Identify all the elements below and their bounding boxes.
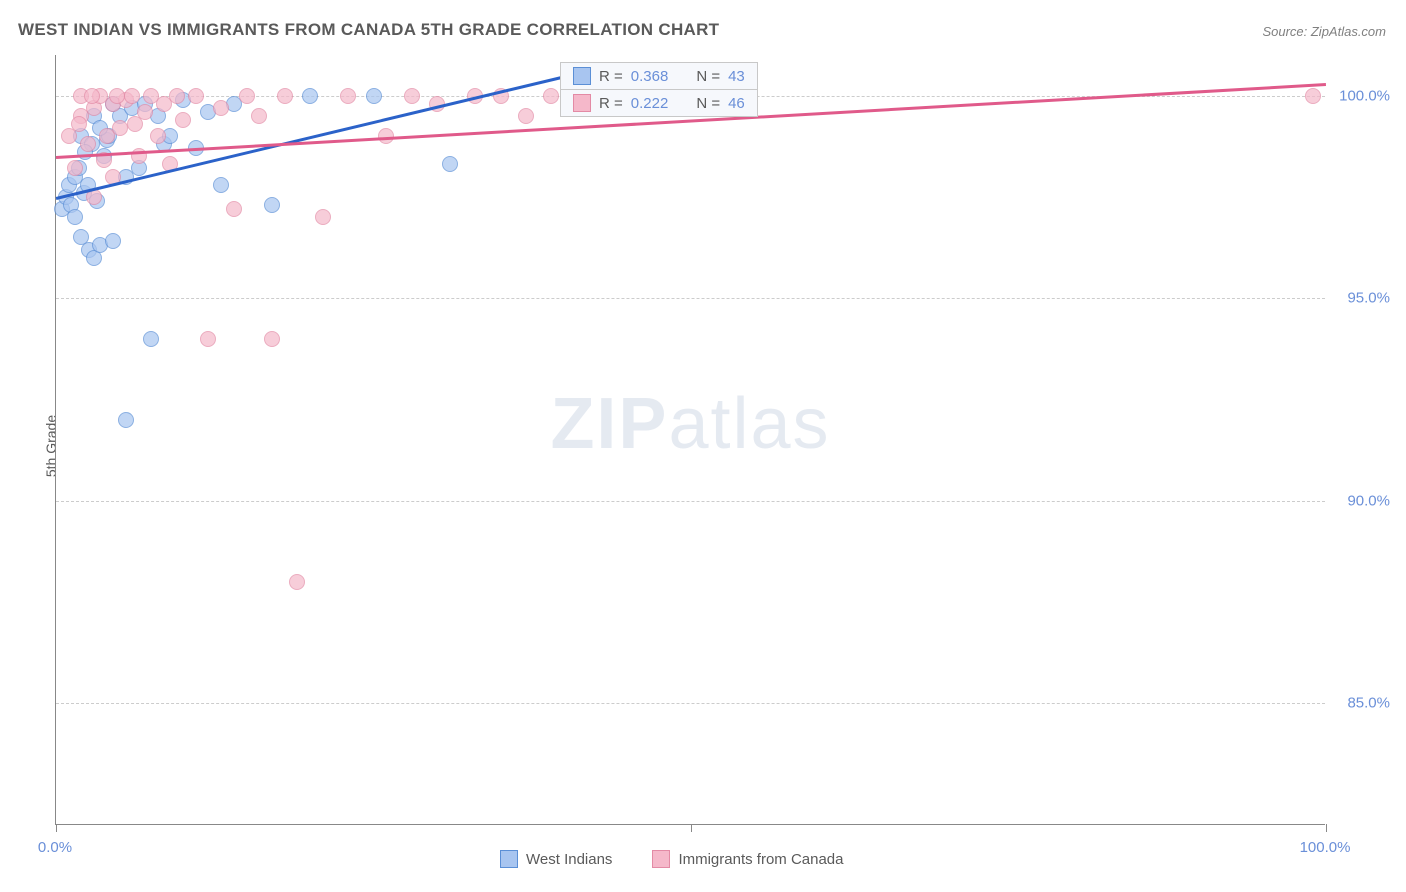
data-point	[109, 88, 125, 104]
source-name: ZipAtlas.com	[1311, 24, 1386, 39]
data-point	[226, 201, 242, 217]
series-swatch	[573, 94, 591, 112]
data-point	[277, 88, 293, 104]
plot-area: ZIPatlas	[55, 55, 1325, 825]
n-value: 46	[728, 95, 745, 112]
y-tick-label: 95.0%	[1347, 290, 1390, 307]
data-point	[84, 88, 100, 104]
n-value: 43	[728, 68, 745, 85]
chart-title: WEST INDIAN VS IMMIGRANTS FROM CANADA 5T…	[18, 20, 719, 40]
x-tick	[56, 824, 57, 832]
data-point	[175, 112, 191, 128]
legend-item: Immigrants from Canada	[652, 850, 843, 868]
r-label: R =	[599, 95, 623, 112]
data-point	[169, 88, 185, 104]
x-tick	[691, 824, 692, 832]
data-point	[71, 116, 87, 132]
legend-swatch	[500, 850, 518, 868]
stats-row: R = 0.222 N = 46	[561, 90, 757, 116]
gridline-h	[56, 703, 1325, 704]
data-point	[118, 412, 134, 428]
data-point	[127, 116, 143, 132]
legend-label: Immigrants from Canada	[678, 851, 843, 868]
watermark-zip: ZIP	[550, 384, 668, 464]
data-point	[264, 197, 280, 213]
r-value: 0.222	[631, 95, 669, 112]
data-point	[264, 331, 280, 347]
r-value: 0.368	[631, 68, 669, 85]
data-point	[67, 209, 83, 225]
data-point	[150, 128, 166, 144]
data-point	[315, 209, 331, 225]
data-point	[188, 88, 204, 104]
data-point	[112, 120, 128, 136]
legend-item: West Indians	[500, 850, 612, 868]
watermark: ZIPatlas	[550, 383, 830, 465]
y-tick-label: 100.0%	[1339, 87, 1390, 104]
legend-label: West Indians	[526, 851, 612, 868]
gridline-h	[56, 501, 1325, 502]
x-tick-label: 0.0%	[38, 839, 72, 856]
data-point	[251, 108, 267, 124]
data-point	[105, 233, 121, 249]
data-point	[143, 331, 159, 347]
gridline-h	[56, 298, 1325, 299]
data-point	[200, 331, 216, 347]
data-point	[518, 108, 534, 124]
data-point	[67, 160, 83, 176]
y-tick-label: 85.0%	[1347, 695, 1390, 712]
data-point	[289, 574, 305, 590]
stats-row: R = 0.368 N = 43	[561, 63, 757, 90]
watermark-atlas: atlas	[668, 384, 830, 464]
r-label: R =	[599, 68, 623, 85]
data-point	[239, 88, 255, 104]
data-point	[80, 136, 96, 152]
data-point	[213, 100, 229, 116]
source-prefix: Source:	[1262, 24, 1310, 39]
data-point	[124, 88, 140, 104]
correlation-stats-box: R = 0.368 N = 43 R = 0.222 N = 46	[560, 62, 758, 117]
data-point	[340, 88, 356, 104]
x-tick-label: 100.0%	[1300, 839, 1351, 856]
y-tick-label: 90.0%	[1347, 492, 1390, 509]
series-swatch	[573, 67, 591, 85]
data-point	[404, 88, 420, 104]
legend-swatch	[652, 850, 670, 868]
data-point	[442, 156, 458, 172]
source-label: Source: ZipAtlas.com	[1262, 24, 1386, 39]
n-label: N =	[696, 95, 720, 112]
x-tick	[1326, 824, 1327, 832]
data-point	[366, 88, 382, 104]
data-point	[213, 177, 229, 193]
legend: West Indians Immigrants from Canada	[500, 850, 844, 868]
data-point	[1305, 88, 1321, 104]
data-point	[302, 88, 318, 104]
data-point	[543, 88, 559, 104]
n-label: N =	[696, 68, 720, 85]
